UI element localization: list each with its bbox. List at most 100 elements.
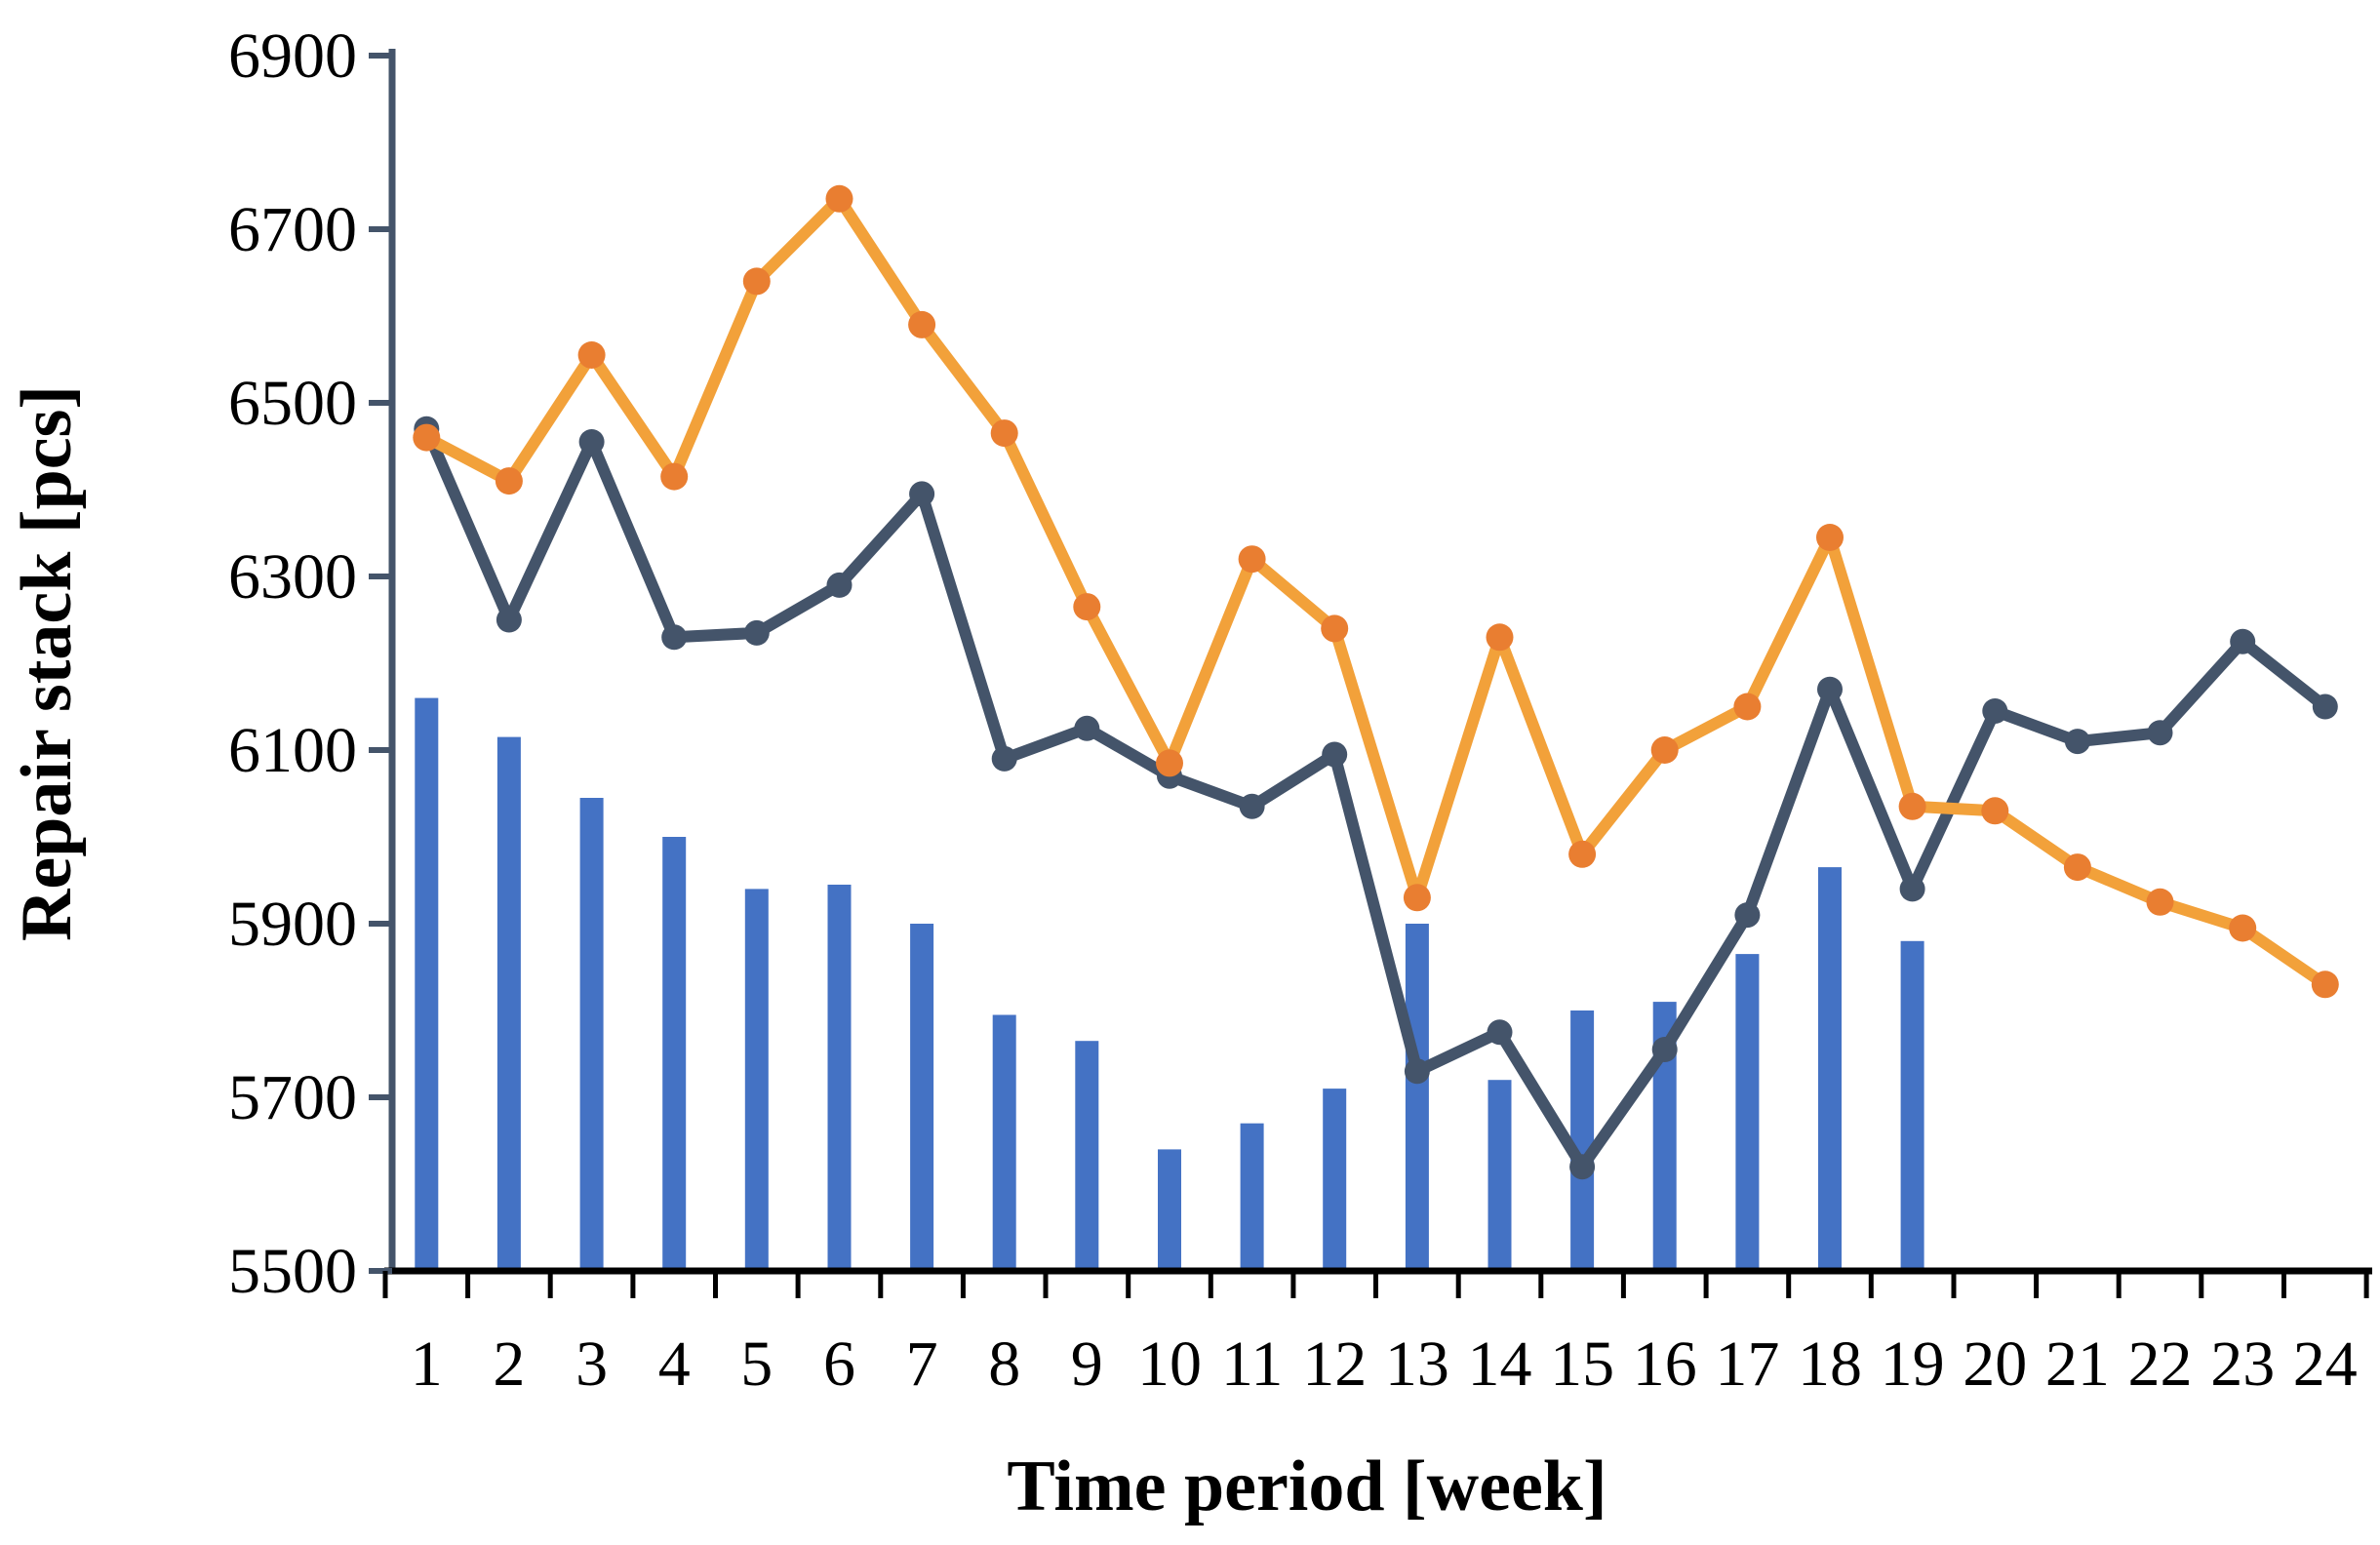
x-tick-label-11: 11 xyxy=(1221,1328,1284,1400)
x-tick-label-10: 10 xyxy=(1137,1328,1202,1400)
x-tick-label-15: 15 xyxy=(1550,1328,1614,1400)
marker-dark-week-8 xyxy=(991,745,1017,772)
y-axis-title: Repair stack [pcs] xyxy=(7,385,87,941)
marker-dark-week-3 xyxy=(578,429,605,455)
y-tick-label-6100: 6100 xyxy=(228,715,357,786)
marker-dark-week-2 xyxy=(496,607,522,633)
marker-orange-week-6 xyxy=(825,184,853,213)
x-tick-label-22: 22 xyxy=(2128,1328,2193,1400)
x-tick-label-14: 14 xyxy=(1468,1328,1532,1400)
marker-dark-week-18 xyxy=(1817,676,1843,702)
marker-dark-week-11 xyxy=(1239,793,1265,819)
bar-week-17 xyxy=(1735,954,1760,1273)
orange-line xyxy=(420,192,2331,991)
marker-orange-week-8 xyxy=(990,419,1018,448)
marker-orange-week-17 xyxy=(1733,693,1762,721)
y-tick-label-5900: 5900 xyxy=(228,889,357,960)
bar-week-11 xyxy=(1240,1123,1264,1273)
y-tick-label-5700: 5700 xyxy=(228,1062,357,1133)
marker-orange-week-15 xyxy=(1568,840,1597,868)
marker-dark-week-21 xyxy=(2064,729,2090,755)
y-tick-label-5500: 5500 xyxy=(228,1236,357,1307)
marker-dark-week-13 xyxy=(1404,1058,1430,1085)
marker-dark-week-7 xyxy=(909,481,935,507)
x-tick-label-1: 1 xyxy=(411,1328,443,1400)
x-tick-label-8: 8 xyxy=(988,1328,1020,1400)
x-tick-label-2: 2 xyxy=(493,1328,525,1400)
x-tick-label-3: 3 xyxy=(575,1328,608,1400)
bar-week-18 xyxy=(1818,867,1842,1273)
bars-layer xyxy=(415,697,1924,1273)
x-tick-label-12: 12 xyxy=(1302,1328,1367,1400)
y-tick-label-6900: 6900 xyxy=(228,20,357,92)
marker-orange-week-16 xyxy=(1650,736,1679,764)
bar-week-1 xyxy=(415,697,439,1273)
bar-week-9 xyxy=(1075,1041,1099,1273)
x-tick-label-5: 5 xyxy=(740,1328,773,1400)
marker-orange-week-3 xyxy=(577,341,606,369)
x-tick-label-9: 9 xyxy=(1071,1328,1103,1400)
bar-week-10 xyxy=(1158,1149,1181,1273)
marker-dark-week-12 xyxy=(1322,741,1348,768)
bar-week-6 xyxy=(827,885,852,1273)
marker-dark-week-9 xyxy=(1074,715,1100,741)
marker-orange-week-2 xyxy=(495,467,523,495)
marker-dark-week-5 xyxy=(743,619,770,646)
marker-orange-week-22 xyxy=(2146,888,2174,916)
x-tick-label-6: 6 xyxy=(823,1328,855,1400)
marker-orange-week-12 xyxy=(1321,614,1349,643)
y-tick-label-6500: 6500 xyxy=(228,368,357,439)
x-tick-label-24: 24 xyxy=(2293,1328,2358,1400)
marker-orange-week-20 xyxy=(1981,797,2009,825)
y-tick-label-6700: 6700 xyxy=(228,194,357,265)
x-tick-label-4: 4 xyxy=(658,1328,691,1400)
marker-orange-week-5 xyxy=(742,267,771,296)
bar-week-19 xyxy=(1900,940,1924,1273)
bar-week-5 xyxy=(744,889,769,1273)
bar-week-8 xyxy=(992,1014,1016,1273)
bar-week-12 xyxy=(1323,1089,1347,1273)
marker-dark-week-4 xyxy=(661,624,688,651)
marker-dark-week-20 xyxy=(1982,698,2008,724)
marker-dark-week-6 xyxy=(826,572,853,598)
marker-orange-week-10 xyxy=(1156,749,1183,777)
x-tick-label-20: 20 xyxy=(1963,1328,2027,1400)
marker-dark-week-17 xyxy=(1734,902,1761,929)
bar-week-3 xyxy=(579,798,604,1273)
bar-week-7 xyxy=(910,924,934,1273)
marker-orange-week-7 xyxy=(908,310,936,338)
x-tick-label-21: 21 xyxy=(2045,1328,2110,1400)
bar-week-13 xyxy=(1405,924,1429,1273)
marker-orange-week-18 xyxy=(1816,524,1844,551)
marker-orange-week-19 xyxy=(1898,792,1926,820)
x-tick-label-23: 23 xyxy=(2210,1328,2275,1400)
marker-dark-week-16 xyxy=(1651,1037,1678,1062)
marker-orange-week-23 xyxy=(2229,914,2257,942)
marker-orange-week-1 xyxy=(413,423,441,452)
x-tick-label-17: 17 xyxy=(1715,1328,1779,1400)
marker-orange-week-24 xyxy=(2311,971,2339,999)
marker-dark-week-15 xyxy=(1569,1154,1596,1180)
x-axis-title: Time period [week] xyxy=(1007,1446,1606,1526)
x-tick-label-13: 13 xyxy=(1385,1328,1449,1400)
bar-week-15 xyxy=(1570,1010,1595,1273)
marker-dark-week-23 xyxy=(2230,628,2256,654)
marker-dark-week-24 xyxy=(2312,693,2338,720)
marker-orange-week-21 xyxy=(2063,853,2091,882)
bar-week-2 xyxy=(496,736,521,1273)
bar-week-4 xyxy=(662,837,687,1273)
lines-layer xyxy=(413,184,2339,1180)
marker-orange-week-13 xyxy=(1403,884,1431,912)
bar-week-14 xyxy=(1488,1080,1512,1273)
x-tick-label-7: 7 xyxy=(906,1328,938,1400)
marker-dark-week-22 xyxy=(2147,720,2173,746)
y-tick-label-6300: 6300 xyxy=(228,541,357,613)
x-tick-label-16: 16 xyxy=(1633,1328,1697,1400)
marker-orange-week-14 xyxy=(1486,623,1514,652)
marker-dark-week-19 xyxy=(1899,876,1925,902)
marker-orange-week-4 xyxy=(660,462,689,491)
x-tick-label-18: 18 xyxy=(1798,1328,1862,1400)
